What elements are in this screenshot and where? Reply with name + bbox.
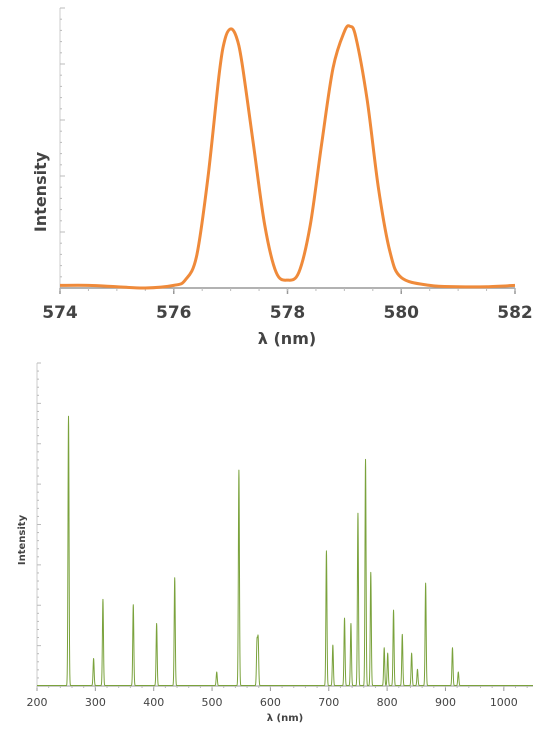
top-y-label: Intensity (31, 151, 50, 232)
bottom-x-tick-label: 300 (85, 696, 106, 709)
top-series-line (59, 24, 516, 290)
bottom-y-ticks (37, 362, 41, 679)
top-x-tick-label: 576 (156, 303, 192, 323)
top-y-ticks (60, 7, 65, 278)
bottom-x-tick-label: 200 (27, 696, 48, 709)
bottom-y-label: Intensity (17, 514, 28, 565)
top-x-tick-label: 582 (497, 303, 533, 323)
top-x-ticks: 574 576 578 580 582 (42, 288, 533, 323)
bottom-chart: 200 300 400 500 600 700 800 900 1000 λ (nm) Inte… (17, 362, 534, 724)
top-x-tick-label: 574 (42, 303, 78, 323)
top-chart: 574 576 578 580 582 λ (nm) Intensity (31, 7, 533, 348)
bottom-x-tick-label: 400 (143, 696, 164, 709)
bottom-x-tick-label: 500 (202, 696, 223, 709)
bottom-series-line (36, 415, 534, 686)
top-x-label: λ (nm) (258, 329, 316, 348)
bottom-x-tick-label: 1000 (490, 696, 518, 709)
bottom-x-tick-label: 700 (318, 696, 339, 709)
bottom-x-label: λ (nm) (267, 713, 304, 724)
bottom-x-tick-label: 600 (260, 696, 281, 709)
bottom-x-tick-label: 800 (377, 696, 398, 709)
bottom-x-tick-label: 900 (435, 696, 456, 709)
top-x-tick-label: 578 (270, 303, 306, 323)
bottom-x-ticks: 200 300 400 500 600 700 800 900 1000 (27, 686, 528, 709)
top-x-tick-label: 580 (384, 303, 420, 323)
